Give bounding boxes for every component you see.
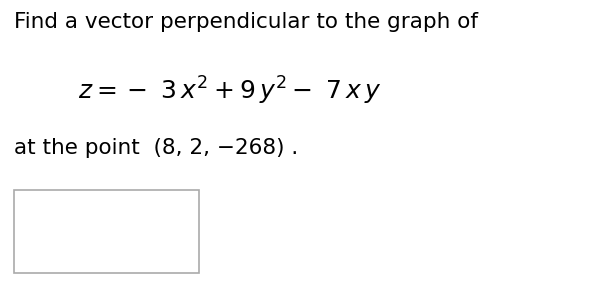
Text: Find a vector perpendicular to the graph of: Find a vector perpendicular to the graph…: [14, 12, 478, 32]
Bar: [14, 190, 199, 273]
Text: $z = -\ 3\,x^{2} + 9\,y^{2} -\ 7\,x\,y$: $z = -\ 3\,x^{2} + 9\,y^{2} -\ 7\,x\,y$: [79, 75, 382, 107]
Text: at the point  (8, 2, −268) .: at the point (8, 2, −268) .: [14, 138, 298, 158]
